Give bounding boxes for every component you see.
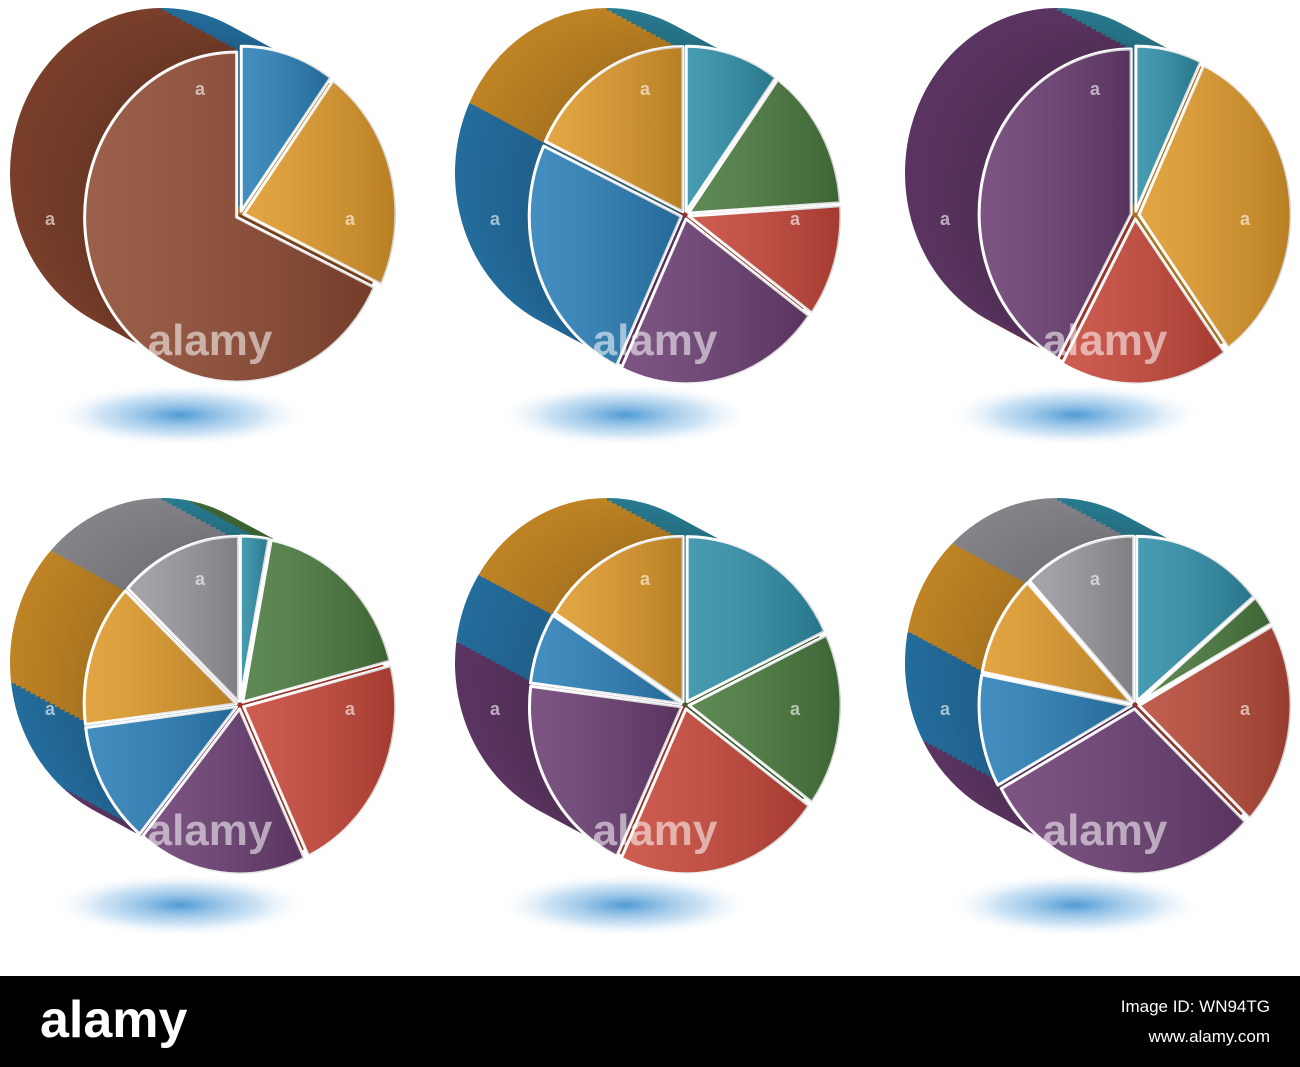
pie-slice-shine	[85, 706, 237, 835]
watermark-letter: a	[640, 569, 651, 589]
watermark-letter: a	[195, 929, 206, 949]
pie-chart: alamy a a a a	[10, 8, 398, 459]
pie-slice-shine	[1135, 46, 1201, 212]
image-id: Image ID: WN94TG	[1121, 997, 1270, 1016]
watermark-letter: a	[490, 209, 501, 229]
pie-slice-shine	[127, 536, 239, 702]
watermark-letter: a	[45, 209, 56, 229]
pie-slice-shine	[688, 205, 841, 314]
pie-chart: alamy a a a a	[9, 498, 398, 949]
pie-slice-shine	[687, 536, 825, 702]
watermark: alamy	[148, 316, 273, 365]
watermark-letter: a	[940, 209, 951, 229]
watermark: alamy	[593, 806, 718, 855]
pie-slice-shine	[529, 146, 682, 366]
watermark-letter: a	[195, 79, 206, 99]
pie-slice-shine	[979, 49, 1132, 359]
watermark: alamy	[1043, 316, 1168, 365]
pie-chart: alamy a a a a	[455, 7, 843, 459]
watermark-letter: a	[1090, 929, 1101, 949]
pie-slice-shine	[1138, 626, 1291, 819]
footer-url: www.alamy.com	[1147, 1027, 1270, 1046]
pie-shadow	[945, 873, 1205, 937]
pie-slice-shine	[1029, 536, 1134, 702]
watermark-letter: a	[940, 699, 951, 719]
pie-slice-shine	[1138, 597, 1272, 703]
footer: alamy Image ID: WN94TG www.alamy.com	[0, 976, 1300, 1067]
watermark: alamy	[148, 806, 273, 855]
pie-slice-shine	[1062, 218, 1225, 384]
watermark-letter: a	[195, 569, 206, 589]
pie-slice-shine	[982, 582, 1132, 704]
pie-slice-shine	[621, 218, 809, 384]
pie-shadow	[495, 873, 755, 937]
watermark: alamy	[593, 316, 718, 365]
watermark-letter: a	[345, 209, 356, 229]
pie-slice-shine	[688, 635, 841, 803]
pie-slice-shine	[142, 708, 305, 874]
pie-slice-shine	[84, 52, 375, 383]
pie-slice-shine	[84, 590, 237, 725]
pie-slice-shine	[688, 79, 841, 214]
pie-slice-shine	[621, 708, 809, 874]
pie-shadow	[495, 383, 755, 447]
pie-slice-shine	[545, 46, 683, 212]
pie-shadow	[945, 383, 1205, 447]
watermark-letter: a	[1240, 209, 1251, 229]
pie-slice-shine	[1136, 536, 1254, 702]
watermark-letter: a	[1090, 569, 1101, 589]
watermark-letter: a	[640, 79, 651, 99]
pie-slice-shine	[529, 686, 682, 857]
watermark-letter: a	[790, 209, 801, 229]
pie-slice-shine	[686, 46, 776, 212]
pie-slice-shine	[554, 536, 684, 702]
pie-slice-shine	[530, 615, 682, 704]
watermark-letter: a	[1090, 439, 1101, 459]
pies: alamyaaaaalamyaaaaalamyaaaaalamyaaaaalam…	[9, 7, 1293, 949]
watermark-letter: a	[640, 929, 651, 949]
watermark-letter: a	[1240, 699, 1251, 719]
footer-logo: alamy	[40, 991, 188, 1049]
pie-slice-shine	[1001, 708, 1246, 874]
watermark-letter: a	[1090, 79, 1101, 99]
watermark-letter: a	[790, 699, 801, 719]
pie-slice-shine	[242, 540, 390, 703]
pie-chart: alamy a a a a	[455, 498, 843, 949]
watermark-letter: a	[640, 439, 651, 459]
pie-slice-shine	[241, 46, 331, 212]
footer-bar	[0, 976, 1300, 1067]
pie-chart: alamy a a a a	[905, 8, 1293, 459]
pie-slice-shine	[979, 674, 1132, 786]
pie-shadow	[50, 383, 310, 447]
watermark-letter: a	[45, 699, 56, 719]
watermark: alamy	[1043, 806, 1168, 855]
watermark-letter: a	[345, 699, 356, 719]
pie-slice-shine	[243, 80, 396, 285]
pie-slice-shine	[243, 665, 396, 856]
watermark-letter: a	[195, 439, 206, 459]
watermark-letter: a	[490, 699, 501, 719]
pie-chart: alamy a a a a	[905, 498, 1293, 949]
pie-shadow	[50, 873, 310, 937]
pie-slice-shine	[240, 536, 269, 702]
pie-slice-shine	[1138, 65, 1291, 349]
